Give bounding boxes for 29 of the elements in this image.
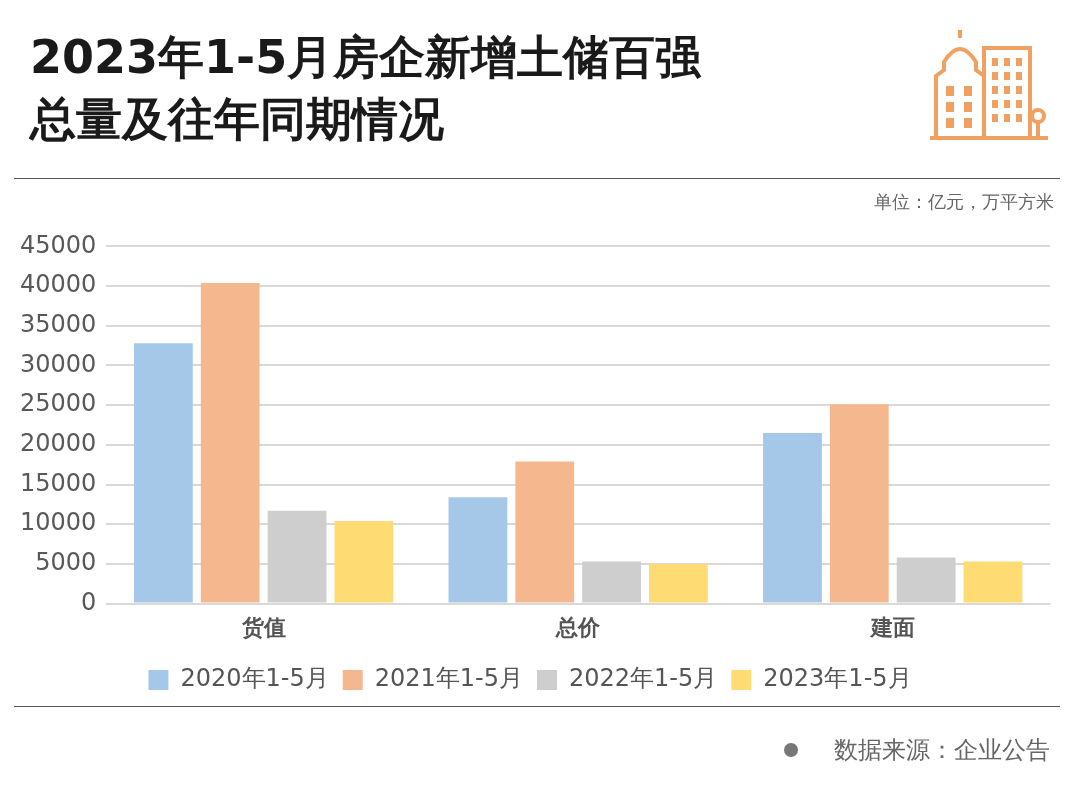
legend-label: 2022年1-5月 (569, 664, 718, 693)
x-tick-label: 建面 (868, 614, 915, 640)
y-tick-label: 20000 (19, 429, 97, 458)
bar (133, 343, 193, 603)
x-tick-label: 货值 (240, 614, 286, 640)
chart-title: 2023年1-5月房企新增土储百强总量及往年同期情况 (30, 29, 703, 148)
source-note: 数据来源：企业公告 (834, 735, 1050, 766)
y-tick-label: 10000 (19, 508, 97, 537)
bar (515, 461, 575, 603)
bar (963, 561, 1023, 603)
bar (829, 404, 889, 603)
y-tick-label: 25000 (19, 389, 97, 418)
legend-label: 2023年1-5月 (763, 664, 912, 693)
y-tick-label: 30000 (19, 349, 97, 378)
text: 单位：亿元，万平方米 (874, 190, 1054, 214)
y-tick-label: 45000 (19, 230, 97, 259)
bar (763, 432, 822, 603)
y-tick-label: 0 (81, 587, 97, 616)
y-tick-label: 35000 (19, 310, 97, 339)
legend-label: 2020年1-5月 (180, 664, 329, 693)
bar (649, 563, 708, 603)
y-tick-label: 5000 (35, 548, 97, 577)
bar (200, 282, 260, 603)
y-tick-label: 40000 (19, 270, 97, 299)
y-tick-label: 15000 (19, 468, 97, 497)
x-tick-label: 总价 (555, 614, 602, 640)
bar (448, 497, 508, 603)
legend-label: 2021年1-5月 (374, 664, 523, 693)
bar (334, 521, 394, 603)
